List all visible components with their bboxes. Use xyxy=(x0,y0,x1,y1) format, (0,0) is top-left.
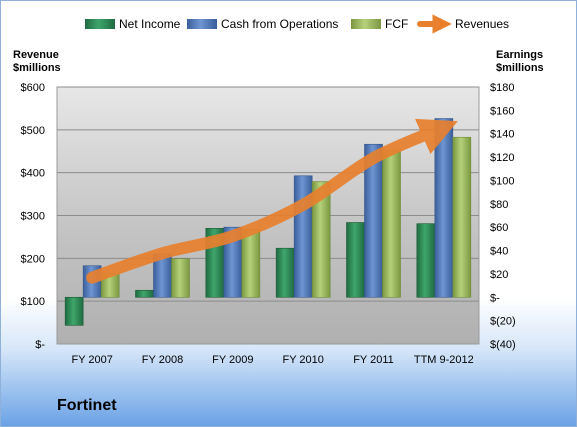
left-tick-label-2: $200 xyxy=(21,253,45,265)
left-tick-label-1: $100 xyxy=(21,296,45,308)
revenues-line-group xyxy=(86,118,458,284)
right-tick-label-1: $(20) xyxy=(490,316,516,328)
company-name: Fortinet xyxy=(57,397,117,414)
bar-fcf-3 xyxy=(311,181,331,298)
category-label-5: TTM 9-2012 xyxy=(414,354,474,366)
right-tick-label-9: $140 xyxy=(490,129,514,141)
legend-swatch-cash-from-operations xyxy=(187,19,217,29)
right-tick-label-0: $(40) xyxy=(490,339,516,351)
legend-label-fcf: FCF xyxy=(385,17,408,31)
category-label-2: FY 2009 xyxy=(212,354,253,366)
category-label-3: FY 2010 xyxy=(282,354,323,366)
right-axis-title-line2: $millions xyxy=(496,62,544,74)
bar-net-income-0 xyxy=(64,296,84,326)
left-tick-label-5: $500 xyxy=(21,125,45,137)
right-tick-label-5: $60 xyxy=(490,222,508,234)
right-tick-label-10: $160 xyxy=(490,105,514,117)
legend-swatch-fcf xyxy=(351,19,381,29)
right-axis-ticks: $(40) $(20) $- $20 $40 $60 $80 $100 $120 $140 $160… xyxy=(490,82,516,351)
left-tick-label-3: $300 xyxy=(21,211,45,223)
left-tick-label-4: $400 xyxy=(21,168,45,180)
category-label-1: FY 2008 xyxy=(142,354,183,366)
legend-label-net-income: Net Income xyxy=(119,17,181,31)
legend-label-revenues: Revenues xyxy=(455,17,509,31)
revenues-line xyxy=(86,118,458,284)
right-tick-label-6: $80 xyxy=(490,199,508,211)
bar-fcf-2 xyxy=(241,229,261,298)
bar-fcf-1 xyxy=(171,258,190,298)
left-axis-title-line2: $millions xyxy=(13,62,61,74)
right-tick-label-8: $120 xyxy=(490,152,514,164)
bar-net-income-1 xyxy=(135,289,154,298)
right-tick-label-11: $180 xyxy=(490,82,514,94)
left-tick-label-0: $- xyxy=(35,339,45,351)
right-tick-label-4: $40 xyxy=(490,246,508,258)
right-tick-label-2: $- xyxy=(490,292,500,304)
bar-net-income-4 xyxy=(346,222,365,298)
category-label-4: FY 2011 xyxy=(353,354,394,366)
gridlines xyxy=(57,86,479,302)
legend: Net Income Cash from Operations FCF Reve… xyxy=(85,14,509,34)
left-axis-ticks: $- $100 $200 $300 $400 $500 $600 xyxy=(21,82,46,351)
bar-cash-from-operations-5 xyxy=(434,118,454,298)
right-axis-title-line1: Earnings xyxy=(496,49,543,61)
right-tick-label-7: $100 xyxy=(490,175,514,187)
legend-label-cash-from-operations: Cash from Operations xyxy=(221,17,338,31)
category-label-0: FY 2007 xyxy=(71,354,112,366)
left-tick-label-6: $600 xyxy=(21,82,45,94)
bar-net-income-5 xyxy=(416,223,436,298)
bar-fcf-4 xyxy=(382,149,401,298)
right-tick-label-3: $20 xyxy=(490,269,508,281)
bar-fcf-5 xyxy=(452,136,472,298)
bar-net-income-3 xyxy=(275,247,295,298)
category-labels: FY 2007 FY 2008 FY 2009 FY 2010 FY 2011 TTM 9… xyxy=(71,354,473,366)
legend-swatch-net-income xyxy=(85,19,115,29)
left-axis-title-line1: Revenue xyxy=(13,49,59,61)
